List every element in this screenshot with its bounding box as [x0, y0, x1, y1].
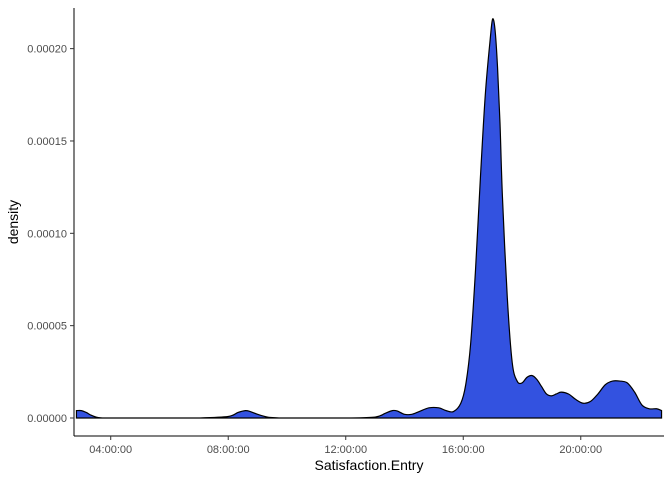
- x-tick-label: 16:00:00: [442, 444, 485, 456]
- x-axis-ticks: 04:00:00 08:00:00 12:00:00 16:00:00 20:00:00: [89, 436, 602, 456]
- x-tick-label: 12:00:00: [324, 444, 367, 456]
- y-tick-label: 0.00015: [27, 136, 67, 148]
- density-area: [75, 18, 663, 419]
- x-tick-label: 08:00:00: [207, 444, 250, 456]
- y-axis-ticks: 0.00000 0.00005 0.00010 0.00015 0.00020: [27, 44, 74, 425]
- y-tick-label: 0.00020: [27, 44, 67, 56]
- y-tick-label: 0.00010: [27, 228, 67, 240]
- x-axis-title: Satisfaction.Entry: [315, 457, 424, 473]
- x-tick-label: 20:00:00: [559, 444, 602, 456]
- x-tick-label: 04:00:00: [89, 444, 132, 456]
- y-tick-label: 0.00005: [27, 321, 67, 333]
- y-axis-title: density: [5, 200, 21, 244]
- y-tick-label: 0.00000: [27, 413, 67, 425]
